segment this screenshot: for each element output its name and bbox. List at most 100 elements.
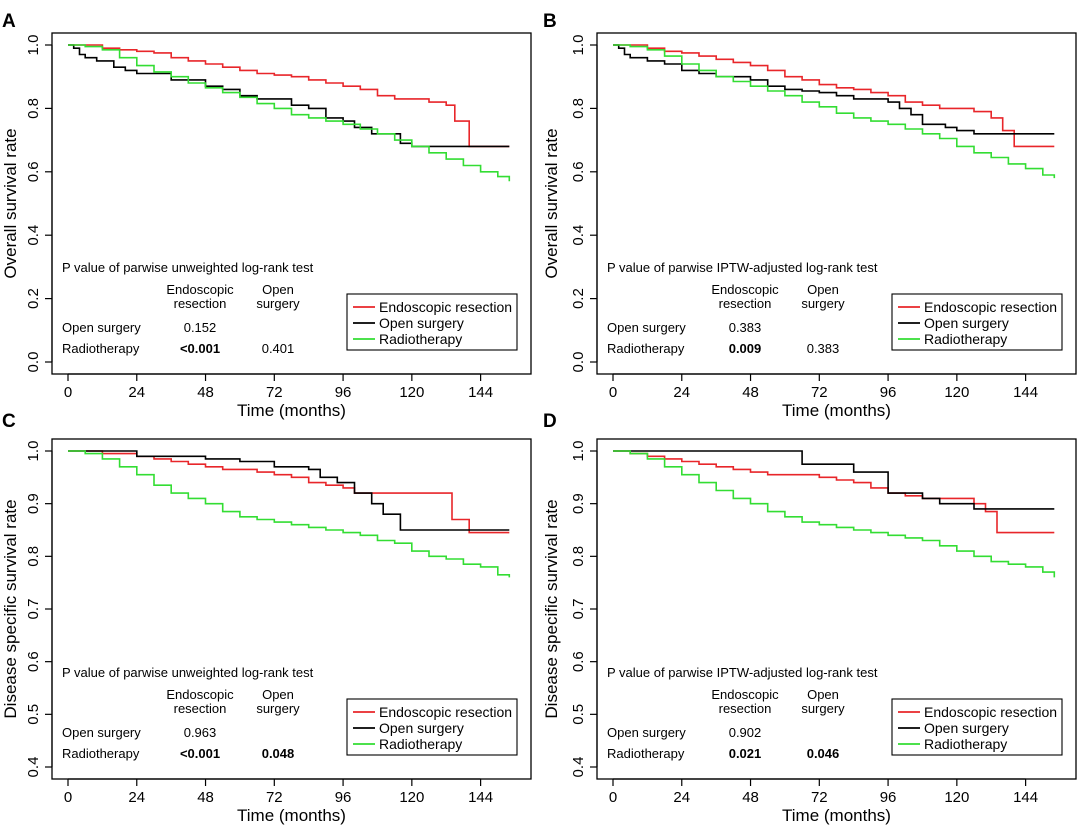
- survival-curve-open-surgery: [613, 450, 1055, 510]
- y-axis-title: Disease specific survival rate: [542, 499, 561, 718]
- x-tick-label: 0: [64, 384, 72, 401]
- panel-a: A 0 24 48 72 96 120 144 Time (months) 0.0 0.2 0.4 0.…: [1, 11, 532, 420]
- x-tick-label: 144: [468, 789, 493, 806]
- pvalue-col-header: Open: [262, 687, 294, 702]
- pvalue-col-header: Open: [807, 282, 839, 297]
- pvalue-row-label: Radiotherapy: [62, 746, 140, 761]
- pvalue-row-label: Radiotherapy: [607, 746, 685, 761]
- legend-box: [891, 698, 1063, 756]
- pvalue-cell: 0.902: [729, 725, 762, 740]
- x-tick-label: 72: [266, 789, 283, 806]
- x-tick-label: 48: [197, 384, 214, 401]
- y-tick-label: 0.6: [25, 651, 42, 672]
- pvalue-table-title: P value of parwise unweighted log-rank t…: [62, 260, 314, 275]
- y-tick-label: 0.6: [25, 161, 42, 182]
- panel-d: D 0 24 48 72 96 120 144 Time (months) 0.4 0.5 0.6 0.…: [542, 411, 1077, 825]
- legend-entry: Open surgery: [379, 720, 464, 736]
- legend-entry: Open surgery: [379, 315, 464, 331]
- pvalue-cell: 0.152: [184, 320, 217, 335]
- y-axis-title: Overall survival rate: [542, 128, 561, 278]
- pvalue-row-label: Open surgery: [607, 320, 686, 335]
- pvalue-col-header: Endoscopic: [166, 687, 234, 702]
- y-tick-label: 0.7: [570, 599, 587, 620]
- y-tick-label: 0.7: [25, 599, 42, 620]
- y-axis-title: Disease specific survival rate: [1, 499, 20, 718]
- legend-box: [346, 293, 518, 351]
- x-tick-label: 96: [335, 384, 352, 401]
- survival-curve-endoscopic-resection: [613, 44, 1055, 148]
- pvalue-col-header: resection: [174, 701, 227, 716]
- survival-curve-radiotherapy: [68, 450, 511, 578]
- pvalue-cell: 0.963: [184, 725, 217, 740]
- legend-entry: Radiotherapy: [924, 736, 1007, 752]
- survival-curve-radiotherapy: [68, 44, 511, 182]
- y-tick-label: 0.4: [25, 225, 42, 246]
- x-tick-label: 24: [673, 384, 690, 401]
- pvalue-col-header: Endoscopic: [711, 282, 779, 297]
- y-tick-label: 0.9: [570, 493, 587, 514]
- x-axis-title: Time (months): [782, 806, 891, 825]
- y-tick-label: 0.6: [570, 161, 587, 182]
- y-tick-label: 0.2: [25, 288, 42, 309]
- legend-box: [891, 293, 1063, 351]
- pvalue-col-header: Open: [807, 687, 839, 702]
- survival-curve-open-surgery: [68, 450, 510, 531]
- pvalue-cell: 0.383: [807, 341, 840, 356]
- legend-entry: Radiotherapy: [924, 331, 1007, 347]
- y-tick-label: 0.5: [25, 704, 42, 725]
- x-tick-label: 96: [880, 789, 897, 806]
- x-tick-label: 0: [609, 789, 617, 806]
- x-tick-label: 72: [811, 384, 828, 401]
- survival-curve-open-surgery: [68, 44, 510, 148]
- legend-box: [346, 698, 518, 756]
- pvalue-col-header: resection: [719, 701, 772, 716]
- x-tick-label: 96: [335, 789, 352, 806]
- legend-entry: Endoscopic resection: [379, 704, 512, 720]
- y-tick-label: 0.5: [570, 704, 587, 725]
- x-tick-label: 96: [880, 384, 897, 401]
- pvalue-col-header: Endoscopic: [166, 282, 234, 297]
- x-tick-label: 0: [64, 789, 72, 806]
- pvalue-row-label: Radiotherapy: [62, 341, 140, 356]
- survival-curve-endoscopic-resection: [613, 450, 1055, 534]
- x-tick-label: 144: [468, 384, 493, 401]
- x-tick-label: 24: [673, 789, 690, 806]
- pvalue-cell: <0.001: [180, 746, 220, 761]
- x-tick-label: 48: [742, 384, 759, 401]
- x-axis-title: Time (months): [782, 401, 891, 420]
- legend-entry: Radiotherapy: [379, 736, 462, 752]
- y-tick-label: 0.4: [570, 225, 587, 246]
- x-tick-label: 24: [128, 384, 145, 401]
- x-tick-label: 144: [1013, 789, 1038, 806]
- pvalue-row-label: Open surgery: [62, 725, 141, 740]
- y-tick-label: 0.0: [25, 352, 42, 373]
- pvalue-col-header: Endoscopic: [711, 687, 779, 702]
- legend-entry: Endoscopic resection: [924, 299, 1057, 315]
- panel-label: A: [2, 11, 16, 32]
- x-tick-label: 120: [944, 384, 969, 401]
- x-axis-title: Time (months): [237, 401, 346, 420]
- y-tick-label: 1.0: [570, 35, 587, 56]
- legend-entry: Open surgery: [924, 315, 1009, 331]
- x-tick-label: 120: [944, 789, 969, 806]
- x-tick-label: 48: [197, 789, 214, 806]
- y-tick-label: 0.6: [570, 651, 587, 672]
- pvalue-cell: 0.009: [729, 341, 762, 356]
- pvalue-table-title: P value of parwise IPTW-adjusted log-ran…: [607, 665, 878, 680]
- x-tick-label: 24: [128, 789, 145, 806]
- pvalue-col-header: surgery: [256, 701, 300, 716]
- pvalue-row-label: Open surgery: [62, 320, 141, 335]
- pvalue-cell: 0.383: [729, 320, 762, 335]
- pvalue-table-title: P value of parwise IPTW-adjusted log-ran…: [607, 260, 878, 275]
- pvalue-cell: 0.046: [807, 746, 840, 761]
- panel-b: B 0 24 48 72 96 120 144 Time (months) 0.0 0.2 0.4 0.…: [542, 11, 1077, 420]
- pvalue-col-header: resection: [174, 296, 227, 311]
- pvalue-col-header: Open: [262, 282, 294, 297]
- survival-curve-endoscopic-resection: [68, 450, 510, 534]
- y-tick-label: 0.8: [25, 98, 42, 119]
- pvalue-table-title: P value of parwise unweighted log-rank t…: [62, 665, 314, 680]
- panel-label: C: [2, 411, 16, 432]
- pvalue-col-header: surgery: [801, 701, 845, 716]
- pvalue-cell: <0.001: [180, 341, 220, 356]
